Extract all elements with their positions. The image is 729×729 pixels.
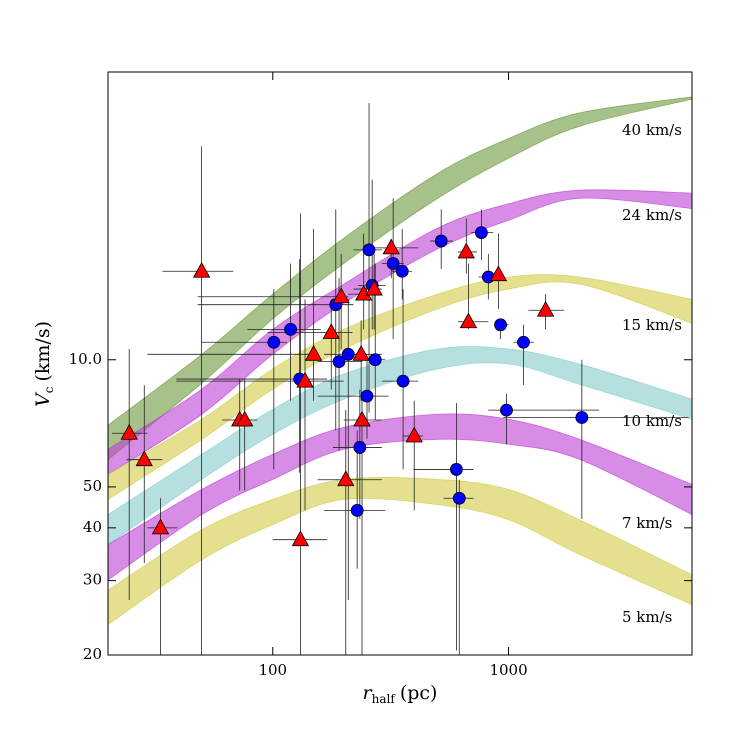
circle-point [395, 264, 409, 278]
triangle-point [489, 265, 508, 282]
y-tick-label: 30 [83, 571, 102, 589]
triangle-point [192, 261, 211, 278]
circle-point [341, 347, 355, 361]
triangle-point [536, 300, 555, 317]
x-axis-label: rhalf (pc) [363, 682, 438, 706]
band-label: 5 km/s [622, 608, 672, 626]
y-tick-label: 50 [83, 477, 102, 495]
band [108, 189, 692, 475]
circle-point [362, 243, 376, 257]
band-label: 24 km/s [622, 206, 682, 224]
circle-point [386, 257, 400, 270]
triangle-point [332, 287, 350, 304]
circle-point [284, 322, 297, 336]
triangle-point [457, 242, 475, 259]
circle-point [450, 463, 463, 476]
circle-point [396, 374, 410, 388]
circle-point [494, 318, 507, 332]
circle-point [353, 441, 367, 454]
markers [120, 226, 589, 547]
triangle-point [135, 450, 153, 467]
band-label: 40 km/s [622, 121, 682, 139]
x-tick-label: 100 [258, 661, 287, 679]
circle-point [360, 389, 374, 403]
x-label-unit: (pc) [400, 682, 438, 704]
triangle-point [304, 345, 323, 361]
y-axis-label: Vc (km/s) [32, 321, 56, 407]
triangle-point [120, 423, 138, 440]
band [108, 274, 692, 500]
triangle-point [337, 470, 355, 487]
y-tick-label: 20 [83, 645, 102, 663]
x-label-sub: half [372, 692, 397, 706]
x-label-main: r [363, 682, 374, 704]
band-label: 10 km/s [622, 412, 682, 430]
circle-point [500, 403, 513, 417]
triangle-point [296, 371, 314, 388]
triangle-point [382, 238, 400, 255]
triangle-point [322, 323, 340, 339]
triangle-point [365, 279, 383, 296]
plot-frame [107, 71, 693, 656]
triangle-point [151, 518, 170, 535]
circle-point [517, 335, 530, 349]
band [108, 477, 692, 626]
y-label-sub: c [42, 386, 56, 393]
band [108, 413, 692, 581]
band-label: 15 km/s [622, 316, 682, 334]
circle-point [350, 503, 364, 517]
triangle-point [405, 426, 423, 443]
band [108, 346, 692, 546]
bands [108, 96, 692, 626]
band-label: 7 km/s [622, 514, 672, 532]
triangle-point [353, 410, 371, 427]
x-tick-label: 1000 [489, 661, 527, 679]
circle-point [452, 491, 466, 505]
triangle-point [291, 530, 310, 547]
triangle-point [352, 345, 370, 361]
y-tick-label: 40 [83, 518, 102, 536]
circle-point [575, 411, 589, 424]
circle-point [332, 355, 346, 368]
axes: 100 1000 20 30 40 50 10.0 [69, 72, 692, 679]
circle-point [474, 226, 488, 240]
y-label-main: V [32, 391, 54, 407]
y-tick-label: 10.0 [69, 350, 102, 368]
circle-point [267, 335, 281, 349]
y-label-unit: (km/s) [32, 321, 54, 382]
triangle-point [459, 312, 478, 329]
circle-point [368, 353, 382, 367]
triangle-point [236, 410, 254, 427]
circle-point [434, 234, 448, 248]
